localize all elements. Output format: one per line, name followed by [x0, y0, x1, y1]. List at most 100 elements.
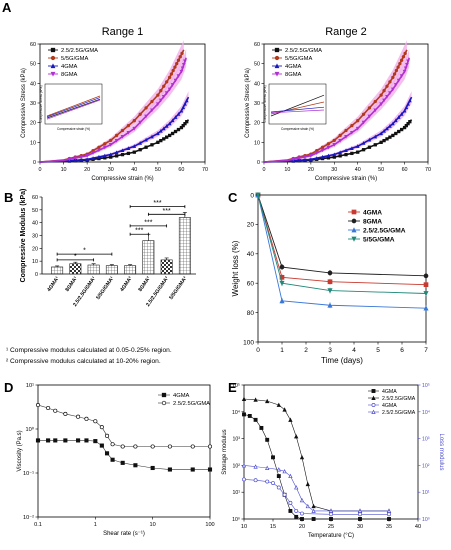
data-point — [120, 460, 125, 465]
legend-entry: 2.5/2.5G/GMA — [363, 228, 406, 235]
data-point — [276, 474, 281, 479]
data-point — [167, 444, 172, 449]
right-y-tick-label: 10⁵ — [422, 383, 430, 389]
data-point — [242, 412, 246, 417]
data-point — [329, 512, 333, 517]
data-point — [120, 134, 125, 139]
data-point — [406, 121, 410, 126]
error-band — [40, 40, 184, 162]
data-point — [144, 137, 148, 142]
data-point — [114, 154, 119, 158]
data-point — [382, 89, 386, 93]
data-point — [73, 156, 78, 161]
legend-entry: 4GMA — [382, 389, 397, 395]
data-point — [173, 115, 178, 119]
data-point — [181, 123, 185, 128]
data-point — [132, 119, 136, 123]
data-point — [379, 131, 384, 136]
data-point — [35, 403, 41, 408]
panel-letter-a: A — [2, 0, 12, 15]
data-point — [288, 473, 293, 479]
x-tick-label: 0 — [263, 167, 266, 173]
data-point — [176, 127, 181, 132]
data-point — [181, 62, 186, 67]
legend-marker — [351, 218, 357, 224]
legend-entry: 4GMA — [173, 393, 190, 399]
y-tick-label: 0 — [35, 272, 38, 278]
series-line — [257, 194, 427, 294]
data-point — [144, 145, 148, 149]
legend-entry: 4GMA — [285, 64, 302, 70]
data-point — [126, 151, 131, 156]
x-tick-label: 10 — [61, 167, 67, 173]
bar — [51, 266, 64, 275]
data-point — [388, 80, 392, 84]
data-point — [303, 157, 307, 162]
data-point — [207, 467, 213, 472]
data-point — [164, 124, 169, 128]
data-point — [282, 407, 287, 412]
y-tick-label: 10⁰ — [26, 426, 35, 433]
x-tick-label: 20 — [308, 167, 314, 173]
data-point — [181, 105, 186, 110]
data-point — [311, 503, 316, 509]
data-point — [393, 83, 398, 87]
data-point — [114, 150, 119, 155]
data-point — [386, 508, 392, 513]
panel-letter-c: C — [228, 190, 238, 205]
category-label: 8GMA² — [138, 275, 153, 292]
data-point — [382, 98, 386, 103]
data-point — [173, 78, 178, 83]
data-point — [175, 62, 179, 66]
data-point — [327, 279, 333, 285]
data-point — [385, 84, 389, 88]
data-point — [120, 444, 125, 449]
x-axis-label: Temperature (°C) — [308, 533, 354, 539]
data-point — [110, 457, 115, 462]
right-y-axis-label: Loss modulus — [438, 433, 444, 470]
data-point — [399, 111, 404, 116]
data-point — [159, 89, 163, 93]
data-point — [332, 152, 337, 157]
x-tick-label: 0 — [256, 347, 260, 354]
data-point — [320, 148, 325, 153]
data-point — [423, 273, 429, 279]
data-point — [253, 478, 258, 483]
data-point — [279, 280, 285, 286]
y-tick-label: 10⁻² — [23, 515, 34, 521]
data-point — [397, 129, 401, 134]
data-point — [288, 508, 293, 513]
y-tick-label: 40 — [32, 221, 38, 227]
legend-marker — [274, 47, 280, 53]
data-point — [150, 108, 154, 113]
data-point — [104, 433, 110, 438]
y-axis-label: Compressive Modulus (kPa) — [20, 189, 27, 283]
data-point — [150, 143, 154, 147]
data-point — [93, 439, 98, 444]
data-point — [102, 145, 107, 150]
data-point — [155, 102, 160, 107]
data-point — [241, 396, 247, 401]
data-point — [156, 140, 160, 144]
data-point — [282, 492, 287, 497]
data-point — [355, 144, 360, 148]
legend-marker — [50, 63, 56, 69]
y-tick-label: 60 — [254, 42, 260, 48]
x-axis-label: Compressive strain (%) — [91, 176, 153, 182]
data-point — [53, 438, 58, 443]
x-tick-label: 50 — [155, 167, 161, 173]
data-point — [294, 508, 299, 513]
y-tick-label: 50 — [254, 62, 260, 68]
data-point — [396, 115, 401, 119]
data-point — [180, 51, 184, 55]
bar — [87, 264, 100, 275]
data-point — [406, 101, 410, 106]
data-point — [259, 425, 264, 430]
data-point — [391, 75, 395, 80]
data-point — [150, 465, 155, 471]
x-axis-label: Compressive strain (%) — [315, 176, 377, 182]
data-point — [288, 417, 293, 422]
significance-label: *** — [163, 208, 171, 215]
series-line — [37, 404, 210, 447]
x-tick-label: 35 — [386, 524, 392, 530]
